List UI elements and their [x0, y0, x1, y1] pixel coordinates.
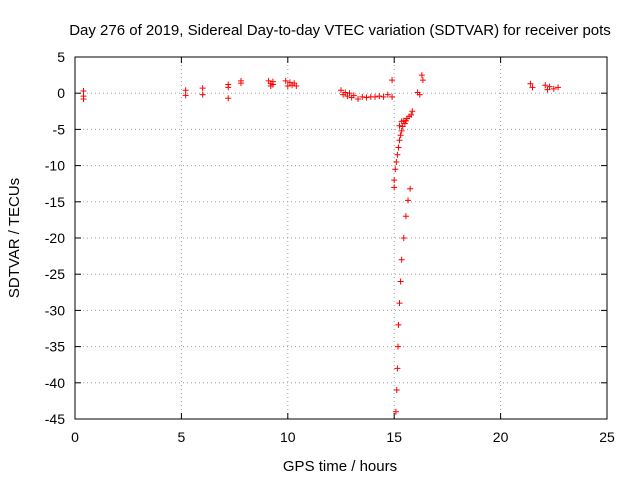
grid-lines [75, 57, 607, 419]
data-point [555, 84, 562, 91]
data-point [384, 91, 391, 98]
y-tick-label: -45 [45, 411, 65, 427]
data-points [80, 72, 562, 415]
data-point [380, 93, 387, 100]
data-point [409, 108, 416, 115]
x-tick-labels: 0 5 10 15 20 25 [71, 429, 615, 445]
data-point [269, 81, 276, 88]
data-point [527, 80, 534, 87]
data-point [416, 91, 423, 98]
data-point [372, 93, 379, 100]
data-point [389, 93, 396, 100]
data-point [359, 93, 366, 100]
data-point [546, 83, 553, 90]
data-point [80, 88, 87, 95]
data-point [225, 95, 232, 102]
y-tick-label: -40 [45, 375, 65, 391]
data-point [398, 127, 405, 134]
data-point [401, 120, 408, 127]
data-point [396, 300, 403, 307]
data-point [389, 77, 396, 84]
y-tick-label: -15 [45, 194, 65, 210]
data-point [338, 87, 344, 94]
x-tick-label: 20 [493, 429, 509, 445]
data-point [342, 89, 349, 96]
data-point [392, 166, 399, 173]
x-tick-label: 25 [599, 429, 615, 445]
data-point [355, 95, 362, 102]
x-tick-label: 0 [71, 429, 79, 445]
data-point [395, 321, 402, 328]
y-tick-labels: 5 0 -5 -10 -15 -20 -25 -30 -35 -40 -45 [45, 49, 65, 427]
y-tick-label: 5 [57, 49, 65, 65]
data-point [393, 158, 400, 165]
data-point [293, 82, 300, 89]
data-point [395, 144, 402, 151]
data-point [391, 177, 398, 184]
data-point [392, 408, 399, 415]
chart-title: Day 276 of 2019, Sidereal Day-to-day VTE… [69, 22, 611, 39]
data-point [346, 90, 353, 97]
data-point [182, 87, 189, 94]
data-point [350, 92, 357, 99]
axis-ticks [74, 56, 608, 420]
data-point [400, 235, 407, 241]
data-point [391, 184, 398, 191]
data-point [225, 84, 232, 91]
data-point [199, 85, 206, 92]
data-point [542, 82, 549, 89]
x-tick-label: 5 [178, 429, 186, 445]
x-axis-label: GPS time / hours [283, 458, 397, 475]
data-point [363, 94, 370, 101]
data-point [282, 77, 289, 84]
data-point [408, 111, 415, 118]
data-point [398, 256, 405, 263]
data-point [402, 213, 409, 220]
data-point [393, 387, 400, 394]
x-tick-label: 15 [386, 429, 402, 445]
y-axis-label: SDTVAR / TECUs [6, 178, 23, 298]
data-point [80, 95, 87, 102]
y-tick-label: -20 [45, 230, 65, 246]
data-point [396, 137, 403, 144]
data-point [394, 151, 401, 158]
y-tick-label: -35 [45, 339, 65, 355]
y-tick-label: -30 [45, 302, 65, 318]
data-point [407, 185, 414, 192]
y-tick-label: -25 [45, 266, 65, 282]
data-point [529, 84, 536, 91]
data-point [284, 82, 291, 89]
data-point [398, 118, 405, 125]
data-point [376, 93, 383, 100]
y-tick-label: -5 [53, 121, 66, 137]
data-point [395, 343, 402, 350]
data-point [237, 80, 244, 87]
data-point [419, 77, 426, 84]
data-point [199, 91, 206, 98]
y-tick-label: -10 [45, 158, 65, 174]
data-point [394, 365, 401, 372]
data-point [182, 92, 189, 99]
data-point [396, 122, 403, 129]
y-tick-label: 0 [57, 85, 65, 101]
data-point [397, 278, 404, 285]
data-point [418, 72, 425, 79]
data-point [550, 85, 557, 92]
x-tick-label: 10 [280, 429, 296, 445]
data-point [397, 132, 404, 139]
data-point [405, 197, 412, 204]
